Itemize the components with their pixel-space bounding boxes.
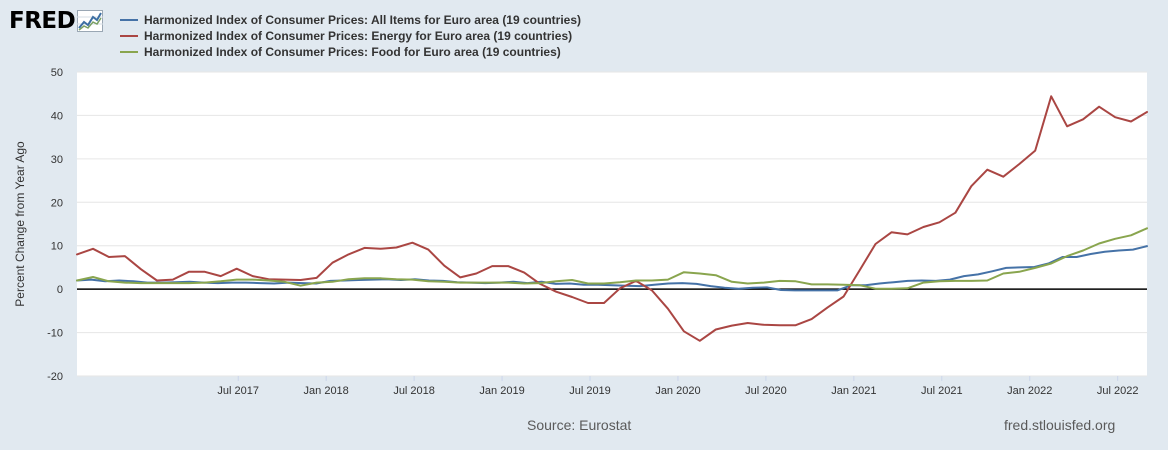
y-tick-label: 20 xyxy=(51,197,63,209)
line-graph-icon xyxy=(77,10,104,32)
legend-label-food: Harmonized Index of Consumer Prices: Foo… xyxy=(144,45,561,59)
x-tick-label: Jul 2019 xyxy=(569,385,611,397)
x-tick-label: Jul 2022 xyxy=(1097,385,1139,397)
source-note: Source: Eurostat xyxy=(527,417,632,433)
legend-swatch-food xyxy=(120,51,138,53)
y-tick-label: -10 xyxy=(47,328,63,340)
legend-item-food[interactable]: Harmonized Index of Consumer Prices: Foo… xyxy=(120,44,581,60)
fred-logo-text: FRED xyxy=(9,8,76,34)
y-tick-label: 50 xyxy=(51,67,63,79)
x-tick-label: Jan 2020 xyxy=(655,385,700,397)
y-tick-label: 0 xyxy=(57,284,63,296)
x-tick-label: Jul 2021 xyxy=(921,385,963,397)
x-tick-label: Jan 2022 xyxy=(1007,385,1052,397)
y-tick-label: 10 xyxy=(51,241,63,253)
y-axis-title: Percent Change from Year Ago xyxy=(13,141,27,307)
legend-item-all-items[interactable]: Harmonized Index of Consumer Prices: All… xyxy=(120,12,581,28)
chart-legend: Harmonized Index of Consumer Prices: All… xyxy=(120,12,581,60)
x-tick-label: Jan 2019 xyxy=(479,385,524,397)
x-tick-label: Jan 2021 xyxy=(831,385,876,397)
legend-item-energy[interactable]: Harmonized Index of Consumer Prices: Ene… xyxy=(120,28,581,44)
x-tick-label: Jan 2018 xyxy=(304,385,349,397)
plot-area[interactable] xyxy=(77,72,1147,376)
legend-swatch-energy xyxy=(120,35,138,37)
legend-swatch-all-items xyxy=(120,19,138,21)
line-chart[interactable]: -20 -10 0 10 20 30 40 50 Jul 2017 Jan 2018 Jul 201… xyxy=(0,0,1168,410)
series-line-food[interactable] xyxy=(76,227,1148,290)
x-tick-label: Jul 2018 xyxy=(393,385,435,397)
y-tick-label: 40 xyxy=(51,110,63,122)
legend-label-all-items: Harmonized Index of Consumer Prices: All… xyxy=(144,13,581,27)
legend-label-energy: Harmonized Index of Consumer Prices: Ene… xyxy=(144,29,573,43)
fred-logo[interactable]: FRED xyxy=(9,8,104,34)
series-line-energy[interactable] xyxy=(76,95,1148,342)
series-line-all-items[interactable] xyxy=(76,245,1148,292)
x-tick-label: Jul 2020 xyxy=(745,385,787,397)
x-tick-label: Jul 2017 xyxy=(217,385,259,397)
y-tick-label: 30 xyxy=(51,154,63,166)
site-url[interactable]: fred.stlouisfed.org xyxy=(1004,417,1116,433)
y-tick-label: -20 xyxy=(47,371,63,383)
